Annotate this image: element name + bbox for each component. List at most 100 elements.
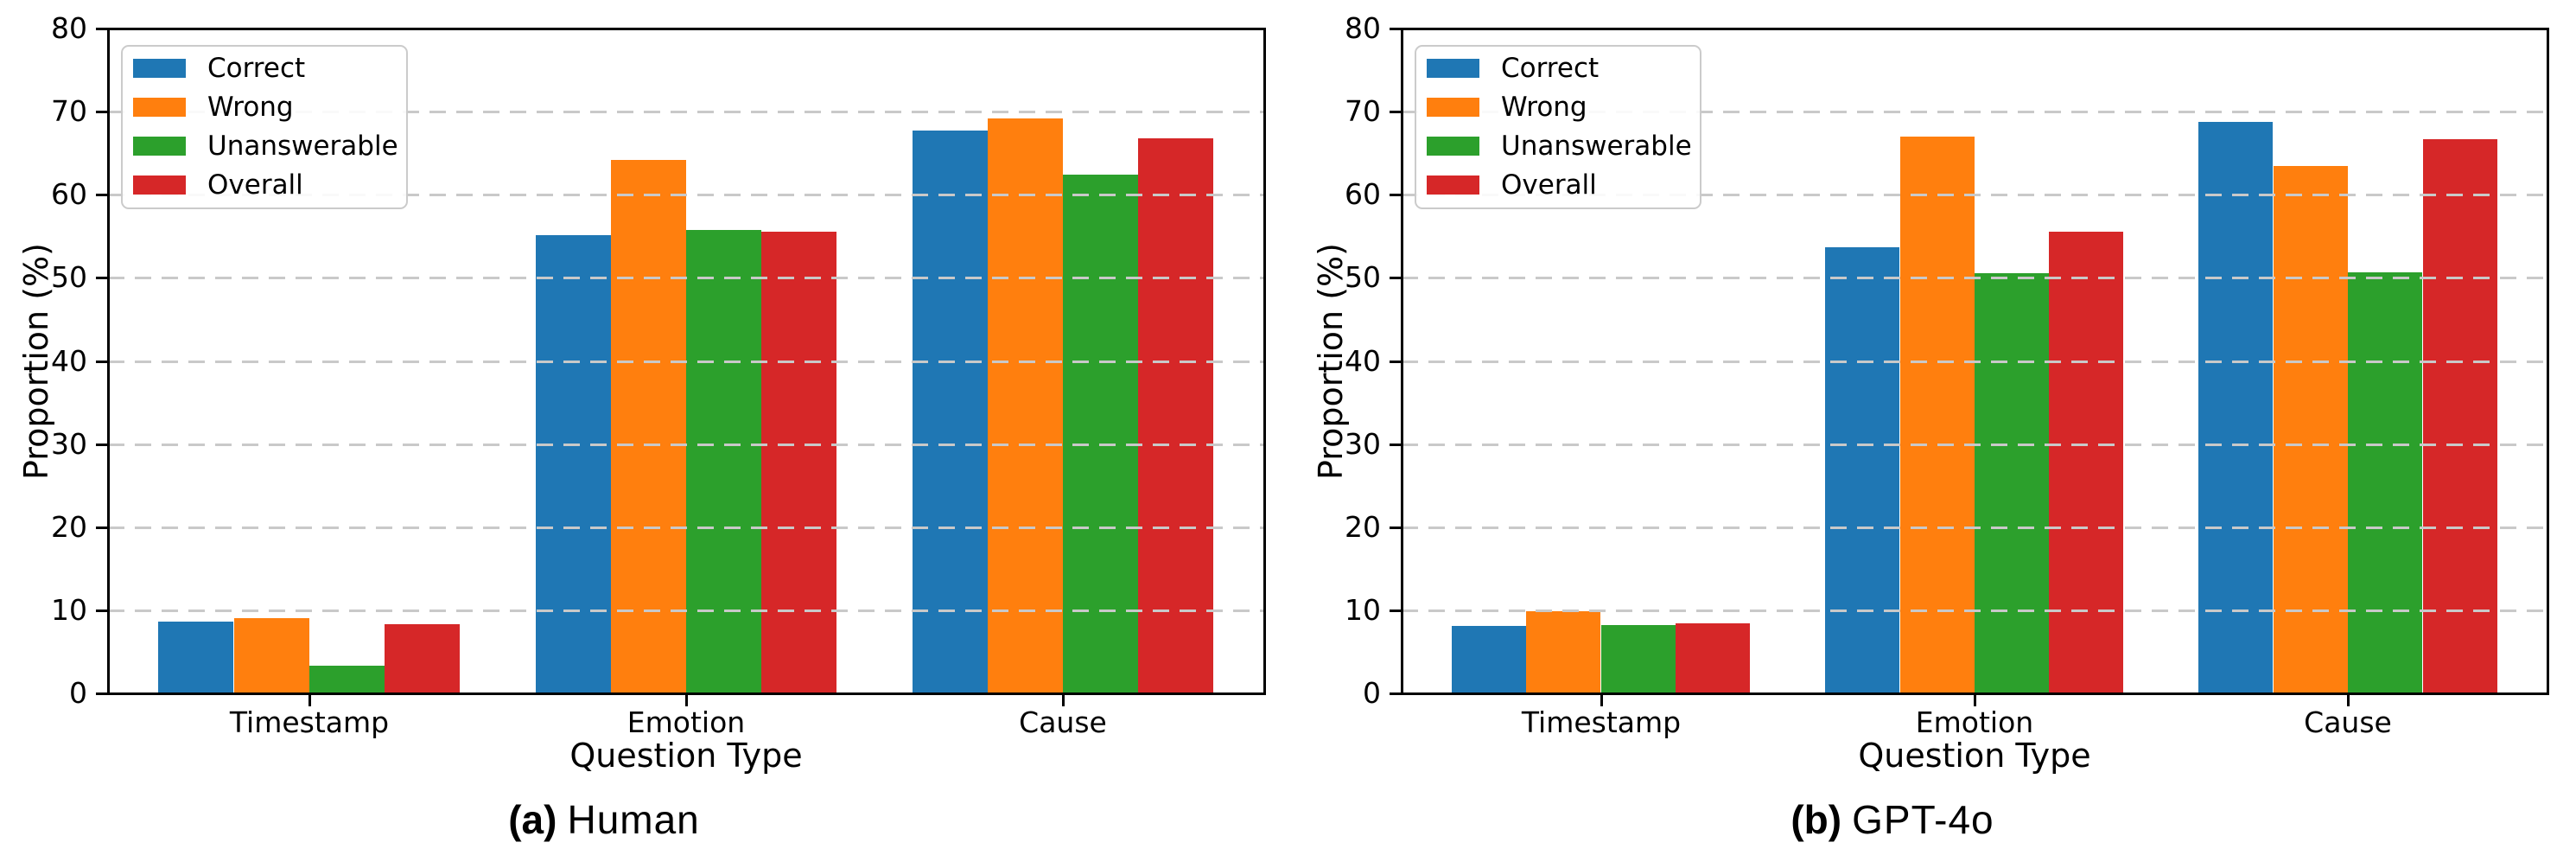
x-axis-label-human: Question Type bbox=[569, 737, 803, 775]
bar-gpt4o-timestamp-correct bbox=[1452, 626, 1526, 693]
bar-human-timestamp-correct bbox=[158, 622, 233, 693]
y-tick bbox=[96, 610, 107, 612]
y-tick bbox=[1390, 194, 1401, 196]
legend-swatch-wrong bbox=[1427, 98, 1479, 117]
y-tick-label: 10 bbox=[1345, 593, 1381, 627]
x-tick bbox=[308, 695, 311, 706]
gridline-30 bbox=[1402, 444, 2547, 446]
y-tick bbox=[96, 444, 107, 446]
legend-human: Correct Wrong Unanswerable Overall bbox=[121, 45, 408, 209]
gridline-60 bbox=[1402, 194, 2547, 196]
x-tick bbox=[1600, 695, 1603, 706]
gridline-50 bbox=[1402, 277, 2547, 279]
x-tick bbox=[1974, 695, 1976, 706]
bar-gpt4o-emotion-unanswerable bbox=[1975, 273, 2049, 693]
y-tick bbox=[1390, 361, 1401, 363]
legend-label-unanswerable: Unanswerable bbox=[1501, 131, 1692, 162]
legend-label-wrong: Wrong bbox=[1501, 92, 1587, 123]
bar-gpt4o-cause-overall bbox=[2423, 139, 2497, 693]
y-tick-label: 50 bbox=[1345, 260, 1381, 294]
caption-prefix-gpt4o: (b) bbox=[1790, 797, 1842, 842]
legend-label-overall: Overall bbox=[1501, 169, 1597, 201]
y-tick-label: 0 bbox=[1363, 676, 1381, 710]
gridline-70 bbox=[108, 111, 1264, 113]
y-tick bbox=[96, 28, 107, 30]
caption-gpt4o: (b) GPT-4o bbox=[1547, 795, 2238, 844]
y-tick bbox=[1390, 610, 1401, 612]
legend-gpt4o: Correct Wrong Unanswerable Overall bbox=[1415, 45, 1701, 209]
y-tick bbox=[1390, 277, 1401, 279]
y-tick-label: 30 bbox=[51, 427, 87, 461]
bar-gpt4o-timestamp-overall bbox=[1676, 623, 1750, 693]
y-tick-label: 80 bbox=[51, 11, 87, 45]
gridline-60 bbox=[108, 194, 1264, 196]
bar-gpt4o-timestamp-wrong bbox=[1526, 611, 1600, 693]
gridline-70 bbox=[1402, 111, 2547, 113]
x-tick-label-cause: Cause bbox=[2304, 705, 2392, 739]
x-tick-label-emotion: Emotion bbox=[627, 705, 746, 739]
bar-gpt4o-emotion-overall bbox=[2049, 232, 2123, 693]
y-tick bbox=[1390, 444, 1401, 446]
bar-gpt4o-timestamp-unanswerable bbox=[1601, 625, 1676, 693]
bar-human-timestamp-overall bbox=[385, 624, 460, 693]
y-tick bbox=[1390, 527, 1401, 529]
legend-swatch-overall bbox=[1427, 176, 1479, 195]
y-tick bbox=[96, 194, 107, 196]
bar-human-emotion-wrong bbox=[611, 160, 686, 693]
bar-gpt4o-cause-wrong bbox=[2274, 166, 2348, 693]
y-tick bbox=[1390, 111, 1401, 113]
bar-human-emotion-unanswerable bbox=[686, 230, 761, 693]
bar-human-timestamp-unanswerable bbox=[309, 666, 385, 693]
legend-swatch-correct bbox=[1427, 59, 1479, 78]
legend-label-wrong: Wrong bbox=[207, 92, 294, 123]
x-tick-label-timestamp: Timestamp bbox=[1521, 705, 1682, 739]
legend-label-overall: Overall bbox=[207, 169, 303, 201]
y-tick-label: 10 bbox=[51, 593, 87, 627]
legend-label-correct: Correct bbox=[207, 53, 306, 84]
legend-swatch-unanswerable bbox=[133, 137, 186, 156]
gridline-40 bbox=[108, 361, 1264, 363]
legend-swatch-unanswerable bbox=[1427, 137, 1479, 156]
legend-swatch-overall bbox=[133, 176, 186, 195]
y-tick bbox=[96, 277, 107, 279]
bar-human-emotion-correct bbox=[536, 235, 611, 693]
bar-human-cause-wrong bbox=[988, 118, 1063, 693]
bar-human-cause-correct bbox=[913, 131, 988, 693]
legend-label-unanswerable: Unanswerable bbox=[207, 131, 398, 162]
y-tick-label: 60 bbox=[51, 177, 87, 211]
bar-gpt4o-cause-correct bbox=[2198, 122, 2273, 693]
legend-label-correct: Correct bbox=[1501, 53, 1600, 84]
plot-area-gpt4o bbox=[1401, 28, 2549, 695]
y-tick-label: 50 bbox=[51, 260, 87, 294]
y-tick-label: 0 bbox=[69, 676, 87, 710]
legend-swatch-correct bbox=[133, 59, 186, 78]
y-tick-label: 40 bbox=[1345, 344, 1381, 378]
gridline-10 bbox=[108, 610, 1264, 612]
gridline-20 bbox=[108, 527, 1264, 529]
bar-gpt4o-emotion-correct bbox=[1825, 247, 1899, 693]
y-tick bbox=[1390, 28, 1401, 30]
bar-human-timestamp-wrong bbox=[234, 618, 309, 693]
caption-human: (a) Human bbox=[258, 795, 950, 844]
caption-title-human: Human bbox=[567, 797, 700, 842]
y-tick-label: 30 bbox=[1345, 427, 1381, 461]
y-tick-label: 80 bbox=[1345, 11, 1381, 45]
y-tick-label: 60 bbox=[1345, 177, 1381, 211]
y-tick bbox=[1390, 692, 1401, 695]
x-tick bbox=[685, 695, 688, 706]
y-tick-label: 20 bbox=[51, 510, 87, 544]
y-tick-label: 70 bbox=[51, 94, 87, 128]
legend-swatch-wrong bbox=[133, 98, 186, 117]
caption-title-gpt4o: GPT-4o bbox=[1852, 797, 1994, 842]
gridline-10 bbox=[1402, 610, 2547, 612]
caption-prefix-human: (a) bbox=[508, 797, 557, 842]
x-tick-label-cause: Cause bbox=[1019, 705, 1107, 739]
y-tick bbox=[96, 692, 107, 695]
